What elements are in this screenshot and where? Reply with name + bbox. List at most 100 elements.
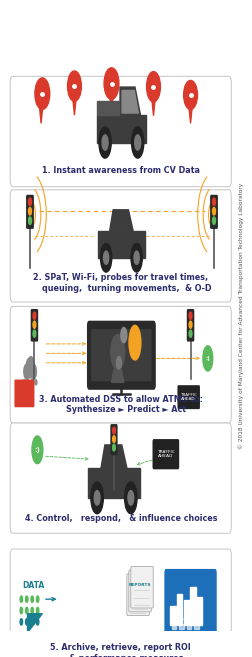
Text: :): :) [34,447,40,453]
Circle shape [102,135,108,150]
Text: 4. Control,   respond,   & influence choices: 4. Control, respond, & influence choices [24,514,216,522]
Circle shape [33,330,36,337]
Polygon shape [27,614,42,633]
FancyBboxPatch shape [187,309,193,341]
Circle shape [28,198,31,206]
Circle shape [20,596,22,602]
Circle shape [31,596,33,602]
Circle shape [20,607,22,614]
Text: :): :) [205,356,209,361]
Polygon shape [101,445,127,468]
Polygon shape [119,87,140,115]
Polygon shape [109,210,133,231]
Circle shape [30,364,36,379]
Polygon shape [97,115,145,143]
Circle shape [112,427,115,434]
Circle shape [36,607,39,614]
Polygon shape [121,91,138,113]
FancyBboxPatch shape [152,439,178,469]
FancyBboxPatch shape [164,569,216,637]
Circle shape [112,444,115,451]
Circle shape [124,482,137,514]
Circle shape [32,436,43,464]
Circle shape [36,596,39,602]
Circle shape [23,380,25,385]
Circle shape [31,380,33,385]
FancyBboxPatch shape [10,76,230,187]
Circle shape [188,312,191,319]
Bar [183,600,188,625]
Circle shape [212,198,215,206]
Circle shape [99,127,111,158]
Polygon shape [97,101,118,115]
Circle shape [25,607,28,614]
FancyBboxPatch shape [177,385,199,409]
FancyBboxPatch shape [27,196,33,228]
FancyBboxPatch shape [91,329,151,382]
Circle shape [28,357,33,369]
Circle shape [25,619,28,625]
Circle shape [100,243,111,272]
FancyBboxPatch shape [10,190,230,302]
Bar [176,593,182,625]
Bar [186,622,191,629]
Circle shape [134,135,140,150]
Polygon shape [151,96,155,116]
Circle shape [128,491,133,505]
Bar [194,620,198,629]
FancyBboxPatch shape [31,309,37,341]
Circle shape [20,619,22,625]
Circle shape [120,327,126,343]
Circle shape [112,436,115,442]
Circle shape [110,334,124,370]
Polygon shape [109,93,113,113]
FancyBboxPatch shape [10,423,230,533]
Polygon shape [98,231,144,258]
Circle shape [27,380,29,385]
Circle shape [131,243,142,272]
Text: DATA: DATA [22,581,45,590]
Circle shape [25,596,28,602]
FancyBboxPatch shape [10,306,230,423]
Text: TRAFFIC
AHEAD: TRAFFIC AHEAD [156,450,174,459]
Polygon shape [188,104,192,124]
Circle shape [36,619,39,625]
FancyBboxPatch shape [87,321,154,389]
FancyBboxPatch shape [14,380,34,407]
Text: REPORTS: REPORTS [128,583,151,587]
Ellipse shape [183,80,197,110]
Polygon shape [111,370,123,382]
Bar [190,587,195,625]
Circle shape [131,127,143,158]
Circle shape [212,208,215,215]
Text: © 2018 University of Maryland Center for Advanced Transportation Technology Labo: © 2018 University of Maryland Center for… [237,183,243,449]
Bar [196,597,202,625]
Ellipse shape [67,71,81,101]
Polygon shape [39,103,43,124]
Circle shape [28,208,31,215]
FancyBboxPatch shape [10,549,230,657]
Circle shape [94,491,100,505]
Circle shape [188,330,191,337]
Circle shape [31,607,33,614]
FancyBboxPatch shape [210,196,216,228]
FancyBboxPatch shape [130,566,153,608]
FancyBboxPatch shape [126,574,149,616]
Circle shape [202,346,212,371]
Text: 1. Instant awareness from CV Data: 1. Instant awareness from CV Data [42,166,199,175]
Circle shape [31,619,33,625]
Circle shape [24,364,30,379]
Ellipse shape [146,72,160,102]
FancyBboxPatch shape [111,425,116,455]
Text: 3. Automated DSS to allow ATMS to:
    Synthesize ► Predict ► Act: 3. Automated DSS to allow ATMS to: Synth… [39,395,202,414]
Ellipse shape [104,68,118,99]
Circle shape [212,217,215,225]
Circle shape [26,358,34,378]
Text: 5. Archive, retrieve, report ROI
    & performance measures: 5. Archive, retrieve, report ROI & perfo… [50,643,190,657]
Circle shape [33,321,36,328]
Circle shape [188,321,191,328]
Bar [171,625,176,629]
Circle shape [28,217,31,225]
Circle shape [103,251,108,264]
Bar [179,623,183,629]
